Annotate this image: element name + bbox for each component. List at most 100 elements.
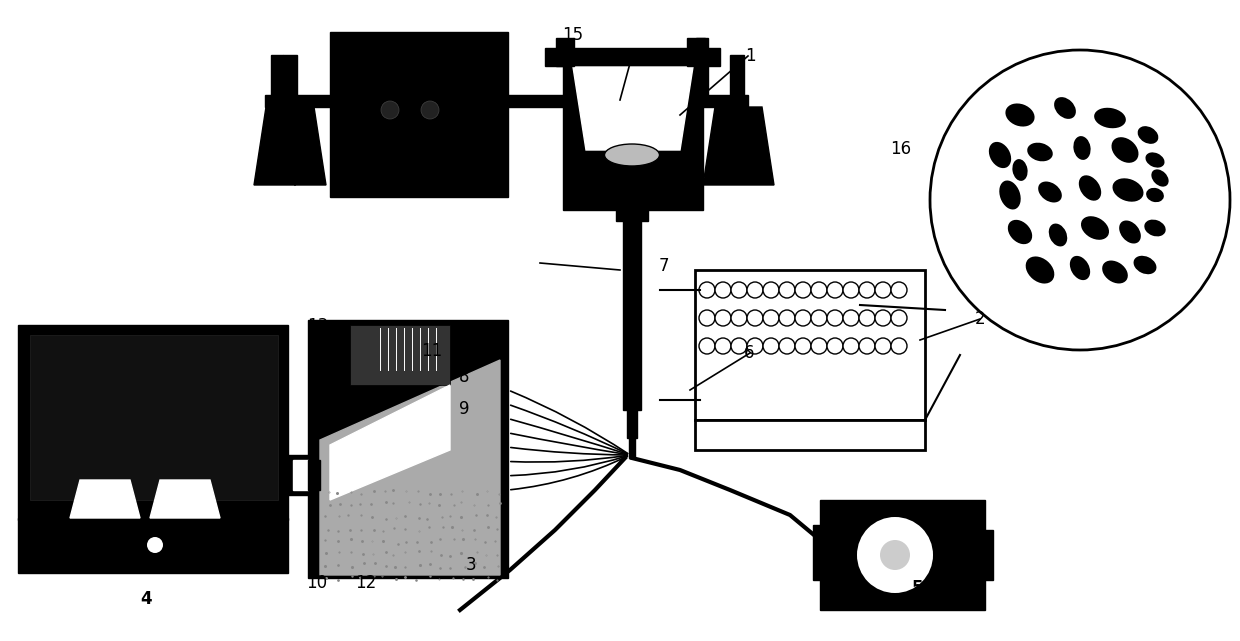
Ellipse shape [1027,143,1053,162]
Ellipse shape [1074,136,1091,160]
Ellipse shape [999,181,1021,210]
Circle shape [892,310,906,326]
Circle shape [732,338,746,354]
Circle shape [779,282,795,298]
Circle shape [779,338,795,354]
Polygon shape [320,360,500,575]
Ellipse shape [1070,256,1090,280]
Ellipse shape [1038,181,1061,203]
Bar [293,460,308,490]
Text: 12: 12 [355,574,377,592]
Text: 3: 3 [466,556,476,574]
Bar [627,408,637,438]
Bar [696,38,708,98]
Ellipse shape [1006,103,1034,126]
Bar [508,95,563,107]
Bar [616,205,649,221]
Ellipse shape [604,144,660,166]
Text: 11: 11 [420,342,443,360]
Bar [730,55,744,100]
Circle shape [746,310,763,326]
Text: 9: 9 [459,400,469,418]
Ellipse shape [1146,188,1164,202]
Bar [19,325,288,520]
Bar [283,55,298,100]
Ellipse shape [1049,224,1068,246]
Text: 13: 13 [306,317,329,335]
Circle shape [732,282,746,298]
Text: 14: 14 [272,144,294,162]
Ellipse shape [1133,256,1157,274]
Polygon shape [573,67,693,150]
Circle shape [811,338,827,354]
Text: 2: 2 [975,310,985,328]
Circle shape [843,338,859,354]
Text: 10: 10 [305,574,327,592]
Bar [820,500,985,610]
Ellipse shape [1146,153,1164,168]
Bar [308,320,508,578]
Bar [272,55,283,100]
Bar [985,530,993,580]
Circle shape [892,282,906,298]
Ellipse shape [1152,169,1168,187]
Circle shape [859,282,875,298]
Circle shape [892,338,906,354]
Bar [622,210,641,410]
Text: 16: 16 [889,140,911,158]
Text: 8: 8 [459,368,469,386]
Ellipse shape [1112,178,1143,202]
Circle shape [930,50,1230,350]
Circle shape [763,338,779,354]
Circle shape [811,282,827,298]
Bar [694,420,925,450]
Text: 6: 6 [744,344,754,362]
Circle shape [763,310,779,326]
Ellipse shape [1102,260,1128,283]
Bar [308,460,320,490]
Text: 15: 15 [562,26,584,44]
Circle shape [699,310,715,326]
Circle shape [827,338,843,354]
Circle shape [699,338,715,354]
Circle shape [875,282,892,298]
Polygon shape [254,107,326,185]
Circle shape [859,310,875,326]
Ellipse shape [1054,97,1076,119]
Bar [687,38,706,66]
Circle shape [811,310,827,326]
Circle shape [875,338,892,354]
Polygon shape [330,385,450,500]
Circle shape [746,338,763,354]
Bar [350,325,450,385]
Polygon shape [150,480,219,518]
Ellipse shape [1094,108,1126,128]
Bar [813,525,821,580]
Ellipse shape [1025,256,1054,283]
Circle shape [843,310,859,326]
Ellipse shape [1081,216,1109,240]
Text: 5: 5 [911,579,924,597]
Circle shape [699,282,715,298]
Text: 4: 4 [140,590,153,608]
Bar [330,32,508,197]
Circle shape [715,338,732,354]
Circle shape [843,282,859,298]
Circle shape [827,282,843,298]
Ellipse shape [1012,159,1028,181]
Ellipse shape [1137,126,1158,144]
Bar [288,455,308,495]
Circle shape [827,310,843,326]
Circle shape [746,282,763,298]
Circle shape [859,338,875,354]
Bar [546,48,720,66]
Ellipse shape [1079,175,1101,201]
Circle shape [715,310,732,326]
Bar [563,55,703,210]
Circle shape [795,338,811,354]
Circle shape [857,517,932,593]
Ellipse shape [1120,221,1141,244]
Ellipse shape [988,142,1011,168]
Circle shape [875,310,892,326]
Circle shape [880,540,910,570]
